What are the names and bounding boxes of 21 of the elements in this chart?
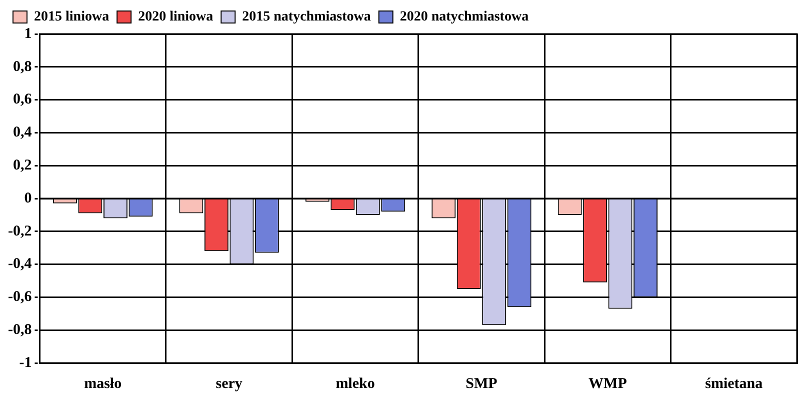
x-tick-label: sery	[216, 376, 243, 392]
y-tick-label: 0,2	[12, 157, 32, 174]
legend-label: 2020 natychmiastowa	[400, 10, 529, 25]
y-tick-label: -1	[19, 354, 32, 371]
legend-label: 2015 liniowa	[34, 10, 110, 25]
y-tick-label: 0,8	[12, 58, 32, 75]
x-tick-label: SMP	[466, 376, 498, 392]
y-tick-label: 0	[24, 190, 32, 206]
y-tick-label: -0,8	[8, 322, 32, 338]
y-tick-label: 0,6	[12, 92, 32, 108]
legend-label: 2015 natychmiastowa	[242, 10, 371, 25]
x-tick-label: śmietana	[705, 376, 764, 392]
y-tick-label: 1	[24, 26, 32, 42]
x-tick-label: masło	[84, 376, 122, 392]
y-tick-label: 0,4	[12, 124, 32, 141]
x-tick-label: WMP	[588, 376, 627, 392]
legend-label: 2020 liniowa	[138, 10, 214, 25]
x-tick-label: mleko	[336, 376, 375, 392]
y-tick-label: -0,4	[8, 256, 32, 272]
y-tick-label: -0,6	[8, 289, 32, 306]
y-tick-label: -0,2	[8, 223, 32, 240]
